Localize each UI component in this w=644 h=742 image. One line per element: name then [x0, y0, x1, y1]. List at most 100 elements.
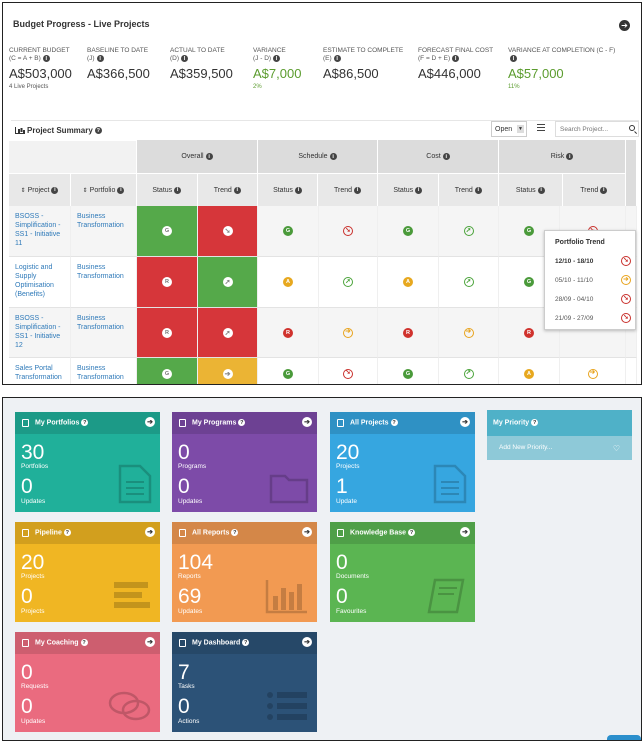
- info-icon[interactable]: i: [273, 55, 281, 62]
- arrow-right-icon[interactable]: ➔: [145, 417, 155, 427]
- tile-all-reports[interactable]: All Reports? ➔ 104 Reports 69 Updates: [172, 522, 317, 622]
- arrow-right-icon[interactable]: ➔: [619, 20, 630, 31]
- tile-my-coaching[interactable]: My Coaching? ➔ 0 Requests 0 Updates: [15, 632, 160, 732]
- cost-trend-cell[interactable]: ➚: [439, 206, 499, 257]
- info-icon[interactable]: i: [415, 186, 423, 194]
- metric-formula: (F = D + E) i: [418, 55, 493, 63]
- menu-icon[interactable]: [537, 124, 545, 131]
- arrow-right-icon[interactable]: ➔: [460, 527, 470, 537]
- cost-trend-cell[interactable]: ➚: [439, 358, 499, 384]
- col-project[interactable]: ⇕ Project i: [9, 173, 71, 206]
- col-status[interactable]: Status i: [137, 173, 198, 206]
- tile-my-dashboard[interactable]: My Dashboard? ➔ 7 Tasks 0 Actions: [172, 632, 317, 732]
- info-icon[interactable]: i: [117, 186, 125, 194]
- col-trend[interactable]: Trend i: [438, 173, 499, 206]
- info-icon[interactable]: i: [329, 153, 337, 160]
- info-icon[interactable]: i: [600, 186, 608, 194]
- schedule-trend-cell[interactable]: ➘: [319, 358, 378, 384]
- info-icon[interactable]: i: [233, 186, 241, 194]
- help-icon[interactable]: ?: [231, 529, 239, 536]
- col-portfolio[interactable]: ⇕ Portfolio i: [71, 173, 137, 206]
- info-icon[interactable]: i: [294, 186, 302, 194]
- info-icon[interactable]: i: [174, 186, 182, 194]
- info-icon[interactable]: i: [51, 186, 59, 194]
- tile-icon: [179, 529, 186, 537]
- project-link[interactable]: BSOSS - Simplification - SS1 - Initiativ…: [9, 308, 71, 358]
- info-icon[interactable]: i: [42, 55, 50, 62]
- pipeline-icon: [112, 580, 152, 616]
- help-icon[interactable]: ?: [94, 127, 102, 135]
- metric-3: VARIANCE (J - D) i A$7,000 2%: [253, 47, 301, 90]
- arrow-right-icon[interactable]: ➔: [145, 527, 155, 537]
- arrow-right-icon[interactable]: ➔: [302, 527, 312, 537]
- add-priority-row[interactable]: Add New Priority... ♡: [487, 436, 632, 460]
- help-icon[interactable]: ?: [242, 639, 250, 646]
- status-dot-icon: R: [283, 327, 293, 338]
- tile-all-projects[interactable]: All Projects? ➔ 20 Projects 1 Update: [330, 412, 475, 512]
- info-icon[interactable]: i: [566, 153, 574, 160]
- cost-trend-cell[interactable]: ➔: [439, 308, 499, 358]
- project-link[interactable]: Logistic and Supply Optimisation (Benefi…: [9, 257, 71, 308]
- cost-trend-cell[interactable]: ➚: [439, 257, 499, 308]
- status-dot-icon: G: [283, 226, 293, 236]
- schedule-trend-cell[interactable]: ➘: [319, 206, 378, 257]
- heart-icon[interactable]: ♡: [612, 444, 620, 453]
- portfolio-link[interactable]: Business Transformation: [71, 257, 137, 308]
- scroll-top-button[interactable]: [607, 735, 641, 740]
- info-icon[interactable]: i: [333, 55, 341, 62]
- col-status[interactable]: Status i: [378, 173, 439, 206]
- tile-knowledge-base[interactable]: Knowledge Base? ➔ 0 Documents 0 Favourites: [330, 522, 475, 622]
- status-dot-icon: G: [524, 226, 534, 236]
- tile-count-primary: 0: [178, 441, 190, 464]
- help-icon[interactable]: ?: [81, 419, 89, 426]
- info-icon[interactable]: i: [96, 55, 104, 62]
- help-icon[interactable]: ?: [531, 419, 539, 426]
- portfolio-link[interactable]: Business Transformation: [71, 308, 137, 358]
- col-trend[interactable]: Trend i: [562, 173, 626, 206]
- tile-my-programs[interactable]: My Programs? ➔ 0 Programs 0 Updates: [172, 412, 317, 512]
- col-trend[interactable]: Trend i: [197, 173, 258, 206]
- col-trend[interactable]: Trend i: [318, 173, 378, 206]
- help-icon[interactable]: ?: [390, 419, 398, 426]
- info-icon[interactable]: i: [205, 153, 213, 160]
- col-status[interactable]: Status i: [499, 173, 563, 206]
- trend-arrow-icon: ➘: [222, 226, 233, 236]
- project-link[interactable]: BSOSS - Simplification - SS1 - Initiativ…: [9, 206, 71, 257]
- portfolio-link[interactable]: Business Transformation: [71, 358, 137, 384]
- search-box: [555, 121, 639, 137]
- schedule-status-cell: R: [258, 308, 319, 358]
- col-status[interactable]: Status i: [258, 173, 318, 206]
- tile-header: My Coaching? ➔: [15, 632, 160, 654]
- help-icon[interactable]: ?: [238, 419, 246, 426]
- project-link[interactable]: Sales Portal Transformation: [9, 358, 71, 384]
- trend-arrow-icon: ➘: [621, 313, 631, 323]
- arrow-right-icon[interactable]: ➔: [302, 417, 312, 427]
- budget-title: Budget Progress - Live Projects: [13, 19, 150, 29]
- info-icon[interactable]: i: [354, 186, 362, 194]
- search-icon[interactable]: [629, 125, 635, 131]
- info-icon[interactable]: i: [474, 186, 482, 194]
- info-icon[interactable]: i: [510, 55, 517, 62]
- status-filter-select[interactable]: Open ▼: [491, 121, 527, 137]
- search-input[interactable]: [556, 122, 626, 136]
- portfolio-link[interactable]: Business Transformation: [71, 206, 137, 257]
- help-icon[interactable]: ?: [63, 529, 71, 536]
- tile-my-portfolios[interactable]: My Portfolios? ➔ 30 Portfolios 0 Updates: [15, 412, 160, 512]
- arrow-right-icon[interactable]: ➔: [145, 637, 155, 647]
- help-icon[interactable]: ?: [80, 639, 88, 646]
- tile-pipeline[interactable]: Pipeline? ➔ 20 Projects 0 Projects: [15, 522, 160, 622]
- schedule-trend-cell[interactable]: ➔: [319, 308, 378, 358]
- help-icon[interactable]: ?: [408, 529, 416, 536]
- metric-sub: 2%: [253, 84, 262, 91]
- info-icon[interactable]: i: [442, 153, 450, 160]
- info-icon[interactable]: i: [537, 186, 545, 194]
- arrow-right-icon[interactable]: ➔: [460, 417, 470, 427]
- risk-trend-cell[interactable]: ➔: [560, 358, 626, 384]
- info-icon[interactable]: i: [452, 55, 460, 62]
- header-pad: [626, 140, 637, 206]
- overall-trend-cell: ➘: [198, 206, 258, 257]
- popup-trend-item: 21/09 - 27/09 ➘: [555, 313, 631, 323]
- schedule-trend-cell[interactable]: ➚: [319, 257, 378, 308]
- arrow-right-icon[interactable]: ➔: [302, 637, 312, 647]
- info-icon[interactable]: i: [181, 55, 189, 62]
